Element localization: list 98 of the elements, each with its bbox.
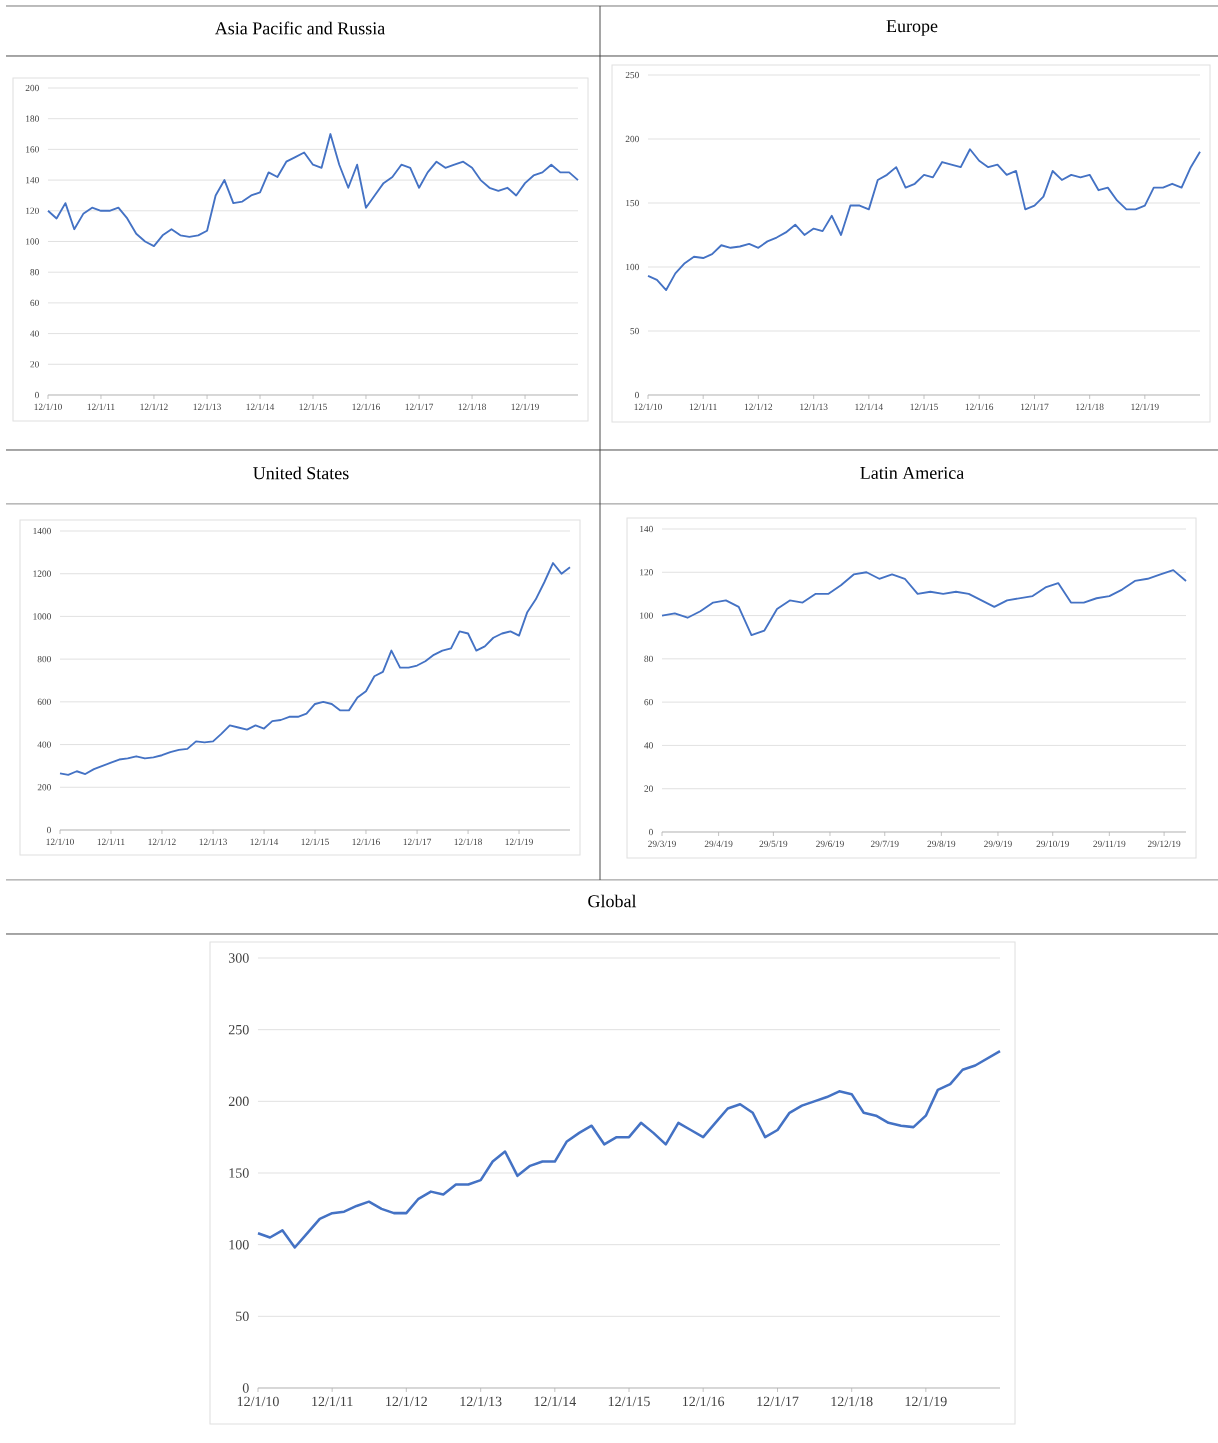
y-tick-label: 200 bbox=[228, 1096, 249, 1107]
y-tick-label: 160 bbox=[26, 146, 39, 153]
chart-title: Latin America bbox=[860, 466, 964, 480]
y-tick-label: 60 bbox=[30, 299, 39, 307]
x-tick-label: 12/1/15 bbox=[910, 403, 938, 410]
x-tick-label: 29/3/19 bbox=[648, 840, 676, 847]
y-tick-label: 250 bbox=[625, 71, 639, 79]
x-tick-label: 12/1/11 bbox=[97, 838, 125, 845]
x-tick-label: 12/1/12 bbox=[386, 1396, 427, 1407]
x-tick-label: 12/1/15 bbox=[608, 1396, 650, 1407]
y-tick-label: 80 bbox=[644, 655, 653, 662]
chart-title: United States bbox=[253, 466, 349, 480]
y-tick-label: 250 bbox=[228, 1024, 249, 1035]
x-tick-label: 12/1/13 bbox=[460, 1396, 502, 1407]
y-tick-label: 150 bbox=[626, 199, 639, 207]
line-series bbox=[47, 133, 579, 248]
x-tick-label: 12/1/17 bbox=[1021, 403, 1049, 410]
x-tick-label: 12/1/19 bbox=[511, 403, 539, 410]
y-tick-label: 200 bbox=[625, 135, 639, 143]
y-tick-label: 120 bbox=[26, 207, 39, 214]
y-tick-label: 0 bbox=[46, 826, 51, 834]
y-tick-label: 120 bbox=[640, 569, 653, 576]
y-tick-label: 180 bbox=[26, 115, 39, 122]
x-tick-label: 29/9/19 bbox=[984, 840, 1012, 847]
x-tick-label: 29/4/19 bbox=[704, 840, 733, 847]
x-tick-label: 12/1/10 bbox=[634, 403, 662, 410]
x-tick-label: 12/1/19 bbox=[505, 838, 533, 845]
y-tick-label: 20 bbox=[644, 785, 653, 792]
x-tick-label: 29/11/19 bbox=[1093, 840, 1126, 847]
x-tick-label: 12/1/13 bbox=[800, 403, 828, 410]
x-tick-label: 12/1/17 bbox=[403, 838, 432, 845]
y-tick-label: 0 bbox=[34, 391, 39, 399]
x-tick-label: 12/1/14 bbox=[534, 1396, 577, 1407]
y-tick-label: 400 bbox=[37, 741, 51, 748]
x-tick-label: 12/1/12 bbox=[140, 403, 168, 410]
x-tick-label: 29/12/19 bbox=[1147, 840, 1181, 847]
y-tick-label: 1200 bbox=[33, 570, 51, 577]
x-tick-label: 12/1/19 bbox=[1131, 403, 1159, 410]
y-tick-label: 100 bbox=[26, 238, 39, 245]
y-tick-label: 80 bbox=[30, 269, 39, 276]
y-tick-label: 50 bbox=[236, 1311, 249, 1322]
y-tick-label: 1400 bbox=[33, 527, 51, 535]
line-series bbox=[647, 148, 1201, 291]
y-tick-label: 100 bbox=[626, 263, 639, 271]
x-tick-label: 12/1/14 bbox=[855, 403, 883, 410]
chart-title: Asia Pacific and Russia bbox=[214, 21, 385, 35]
x-tick-label: 12/1/11 bbox=[87, 403, 115, 410]
x-tick-label: 12/1/17 bbox=[757, 1396, 799, 1407]
y-tick-label: 50 bbox=[630, 327, 639, 335]
x-tick-label: 12/1/14 bbox=[250, 838, 279, 845]
y-tick-label: 1000 bbox=[33, 613, 51, 620]
x-tick-label: 12/1/14 bbox=[246, 403, 275, 410]
chart-title: Global bbox=[588, 894, 637, 908]
x-tick-label: 12/1/15 bbox=[301, 838, 329, 845]
y-tick-label: 600 bbox=[37, 698, 51, 705]
x-tick-label: 12/1/10 bbox=[237, 1396, 279, 1407]
x-tick-label: 12/1/13 bbox=[199, 838, 227, 845]
x-tick-label: 29/8/19 bbox=[927, 840, 956, 847]
x-tick-label: 12/1/18 bbox=[831, 1396, 873, 1407]
y-tick-label: 200 bbox=[25, 84, 39, 92]
y-tick-label: 200 bbox=[37, 784, 51, 791]
x-tick-label: 29/6/19 bbox=[816, 840, 844, 847]
y-tick-label: 300 bbox=[228, 953, 249, 963]
y-tick-label: 40 bbox=[644, 742, 653, 749]
y-tick-label: 100 bbox=[640, 612, 653, 619]
y-tick-label: 140 bbox=[26, 176, 39, 184]
y-tick-label: 20 bbox=[30, 361, 39, 368]
y-tick-label: 0 bbox=[634, 391, 639, 399]
x-tick-label: 12/1/12 bbox=[744, 403, 773, 410]
y-tick-label: 140 bbox=[640, 525, 653, 533]
x-tick-label: 29/10/19 bbox=[1036, 840, 1069, 847]
x-tick-label: 12/1/16 bbox=[683, 1396, 725, 1407]
y-tick-label: 0 bbox=[242, 1383, 249, 1393]
line-series bbox=[59, 562, 571, 776]
y-tick-label: 60 bbox=[644, 698, 653, 706]
x-tick-label: 12/1/12 bbox=[148, 838, 176, 845]
x-tick-label: 12/1/15 bbox=[299, 403, 327, 410]
x-tick-label: 12/1/18 bbox=[1076, 403, 1104, 410]
x-tick-label: 29/5/19 bbox=[759, 840, 788, 847]
x-tick-label: 12/1/13 bbox=[193, 403, 221, 410]
y-tick-label: 40 bbox=[30, 330, 39, 337]
chart-title: Europe bbox=[886, 20, 938, 36]
y-tick-label: 150 bbox=[229, 1168, 249, 1178]
x-tick-label: 12/1/10 bbox=[34, 403, 62, 410]
x-tick-label: 12/1/18 bbox=[458, 403, 486, 410]
x-tick-label: 12/1/11 bbox=[689, 403, 717, 410]
x-tick-label: 12/1/17 bbox=[405, 403, 434, 410]
x-tick-label: 12/1/18 bbox=[454, 838, 482, 845]
x-tick-label: 12/1/19 bbox=[905, 1396, 947, 1407]
x-tick-label: 29/7/19 bbox=[870, 840, 899, 847]
y-tick-label: 100 bbox=[229, 1239, 249, 1250]
x-tick-label: 12/1/16 bbox=[352, 403, 380, 410]
x-tick-label: 12/1/16 bbox=[965, 403, 994, 410]
y-tick-label: 800 bbox=[37, 655, 51, 663]
x-tick-label: 12/1/11 bbox=[312, 1396, 353, 1407]
x-tick-label: 12/1/16 bbox=[352, 838, 380, 845]
x-tick-label: 12/1/10 bbox=[46, 838, 74, 845]
y-tick-label: 0 bbox=[648, 828, 653, 836]
